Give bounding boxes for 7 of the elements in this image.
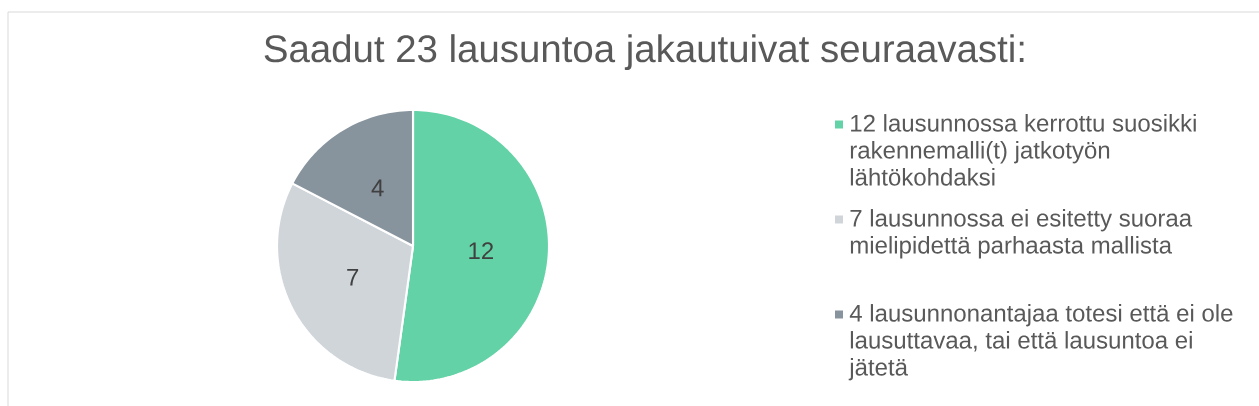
data-label: 12 (469, 242, 493, 260)
legend-label: 7 lausunnossa ei esitetty suoraa mielipidettä parhaasta mallista (850, 209, 1193, 259)
data-label: 4 (371, 179, 384, 197)
legend-label: 4 lausunnonantajaa totesi että ei ole lausuttavaa, tai että lausuntoa ei jätetä (848, 304, 1233, 381)
chart-title: Saadut 23 lausuntoa jakautuivat seuraavasti: (264, 34, 1024, 70)
legend-label: 12 lausunnossa kerrottu suosikki rakennemalli(t) jatkotyön lähtökohdaksi (850, 114, 1196, 186)
data-label: 7 (347, 269, 359, 286)
